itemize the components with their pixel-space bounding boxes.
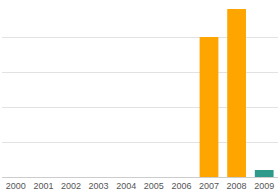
svg-text:2004: 2004 — [116, 181, 136, 191]
svg-text:2002: 2002 — [61, 181, 81, 191]
svg-text:2000: 2000 — [6, 181, 26, 191]
svg-text:2006: 2006 — [171, 181, 191, 191]
svg-text:2009: 2009 — [254, 181, 274, 191]
svg-text:2005: 2005 — [144, 181, 164, 191]
svg-text:2008: 2008 — [227, 181, 247, 191]
svg-text:2007: 2007 — [199, 181, 219, 191]
svg-text:2003: 2003 — [89, 181, 109, 191]
svg-text:2001: 2001 — [33, 181, 53, 191]
